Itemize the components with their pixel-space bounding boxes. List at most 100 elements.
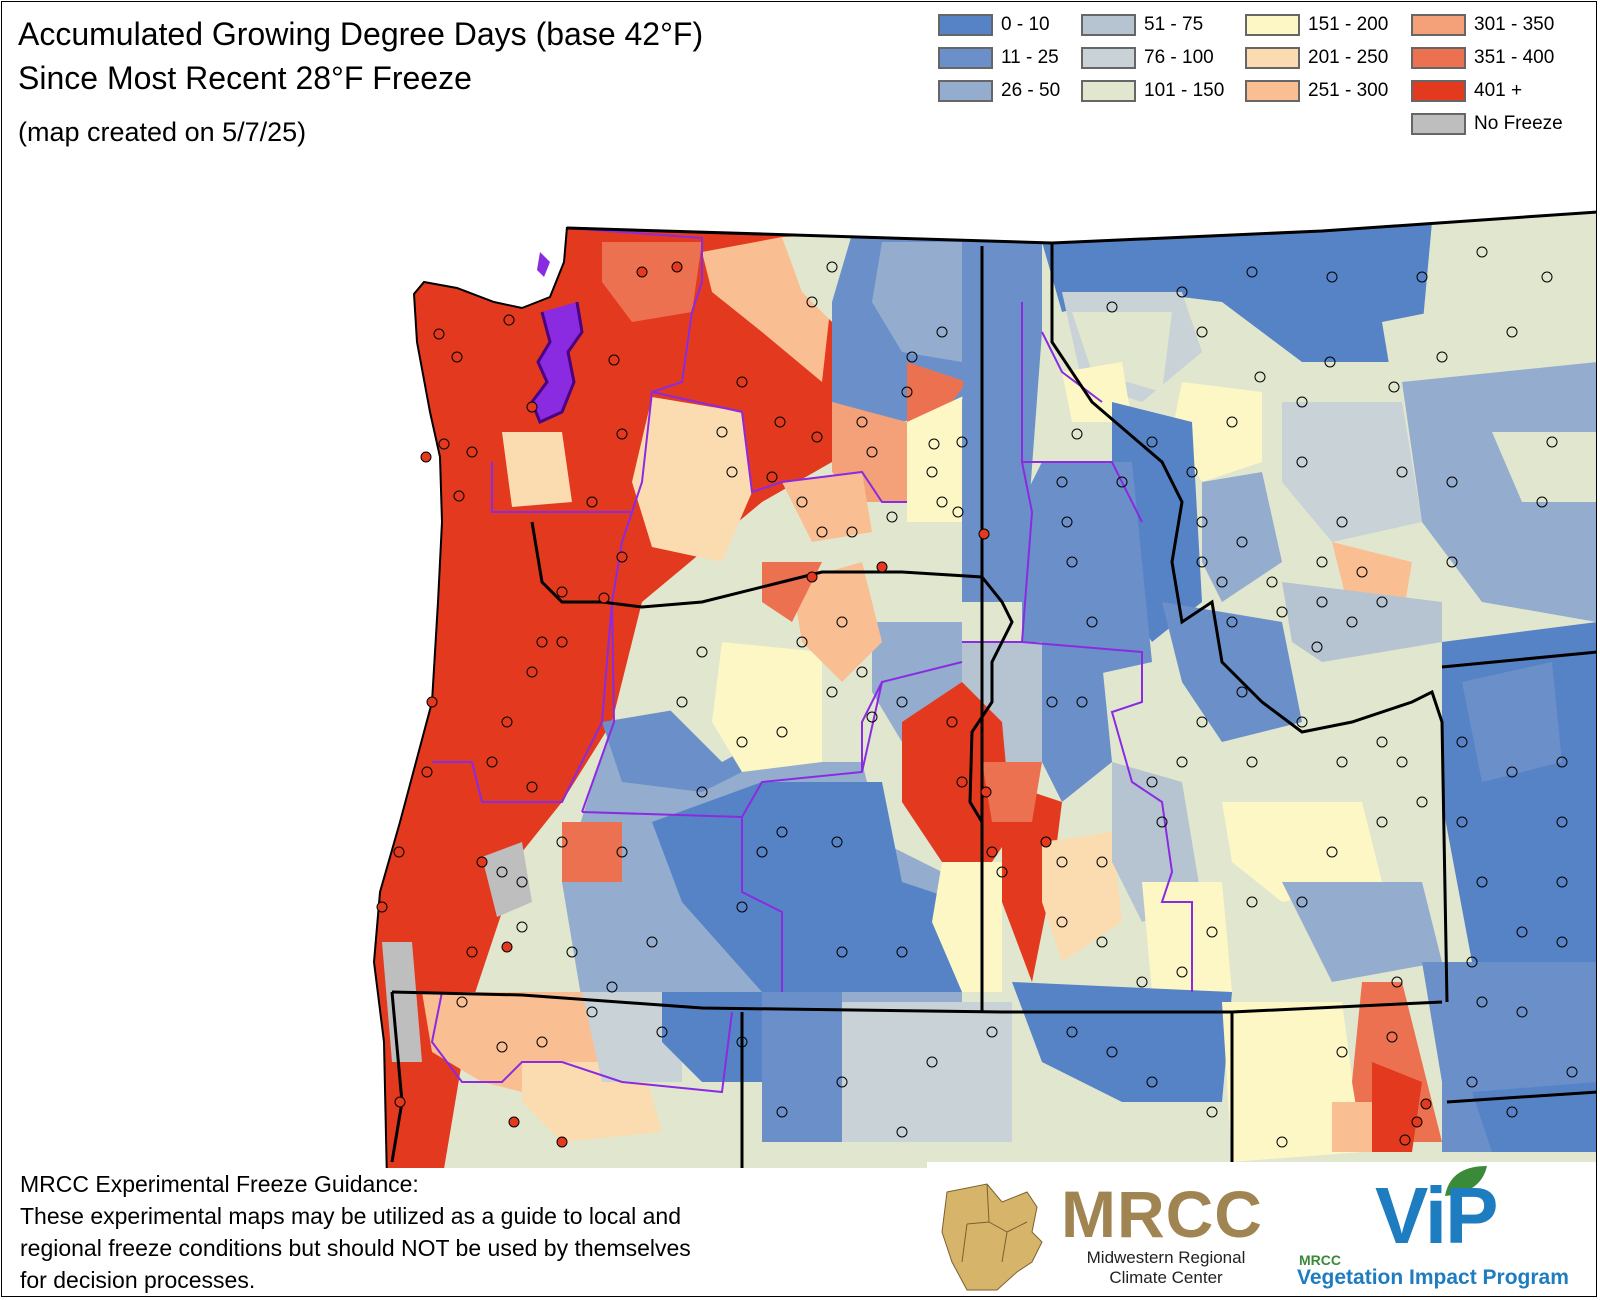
puget-sound xyxy=(530,301,584,425)
station-marker xyxy=(420,451,432,463)
station-marker xyxy=(1246,266,1258,278)
station-marker xyxy=(986,846,998,858)
station-marker xyxy=(811,431,823,443)
station-marker xyxy=(774,416,786,428)
station-marker xyxy=(1096,936,1108,948)
station-marker xyxy=(1146,436,1158,448)
station-marker xyxy=(1556,756,1568,768)
station-marker xyxy=(1420,1098,1432,1110)
coastline xyxy=(372,226,584,1183)
station-marker xyxy=(1206,1106,1218,1118)
gdd-zone-151-se-idaho xyxy=(1142,882,1232,992)
station-marker xyxy=(616,846,628,858)
legend-item: 301 - 350 xyxy=(1411,12,1554,38)
legend-label: 11 - 25 xyxy=(1001,47,1059,68)
station-marker xyxy=(836,616,848,628)
gdd-zone-no-freeze-sw-or xyxy=(482,842,532,917)
station-marker xyxy=(1176,966,1188,978)
legend-label: 201 - 250 xyxy=(1308,47,1389,68)
station-marker xyxy=(466,946,478,958)
legend-item: 0 - 10 xyxy=(938,12,1050,38)
legend-label: 401 + xyxy=(1474,80,1523,101)
station-marker xyxy=(1506,326,1518,338)
map-created-date: (map created on 5/7/25) xyxy=(18,117,307,147)
legend-item: 401 + xyxy=(1411,78,1522,104)
station-marker xyxy=(1336,516,1348,528)
legend-label: 251 - 300 xyxy=(1308,80,1389,101)
station-marker xyxy=(1196,556,1208,568)
legend-swatch xyxy=(1411,113,1466,135)
gdd-zone-151-palouse xyxy=(907,392,972,522)
gdd-zone-26-ne-wa xyxy=(872,242,962,362)
gdd-zone-201-s-idaho xyxy=(1042,832,1122,962)
station-marker xyxy=(856,666,868,678)
station-marker xyxy=(776,726,788,738)
station-marker xyxy=(1396,466,1408,478)
legend-label: 351 - 400 xyxy=(1474,47,1555,68)
legend-swatch xyxy=(1245,80,1300,102)
station-marker xyxy=(1146,1076,1158,1088)
gdd-zone-251-utah xyxy=(1332,1102,1372,1152)
gdd-zone-351-sw-or xyxy=(562,822,622,882)
station-marker xyxy=(936,496,948,508)
gdd-zone-76-n-nv xyxy=(842,1002,1012,1142)
station-marker xyxy=(1326,271,1338,283)
vip-mrcc-small: MRCC xyxy=(1299,1252,1341,1268)
station-marker xyxy=(1399,1134,1411,1146)
station-marker xyxy=(1056,856,1068,868)
station-marker xyxy=(986,1026,998,1038)
map-title-line-2: Since Most Recent 28°F Freeze xyxy=(18,60,472,96)
station-marker xyxy=(1336,756,1348,768)
legend-swatch xyxy=(1081,14,1136,36)
station-marker xyxy=(806,296,818,308)
legend-item: No Freeze xyxy=(1411,111,1563,137)
station-marker xyxy=(1040,836,1052,848)
station-marker xyxy=(1324,356,1336,368)
station-marker xyxy=(1476,876,1488,888)
station-marker xyxy=(1196,516,1208,528)
gdd-zone-151-e-idaho xyxy=(1222,802,1382,902)
disclaimer-heading: MRCC Experimental Freeze Guidance: xyxy=(20,1171,419,1197)
station-marker xyxy=(1396,756,1408,768)
station-marker xyxy=(876,561,888,573)
station-marker xyxy=(896,696,908,708)
station-marker xyxy=(1296,716,1308,728)
station-marker xyxy=(1411,1116,1423,1128)
station-marker xyxy=(1226,416,1238,428)
station-marker xyxy=(1066,556,1078,568)
station-marker xyxy=(671,261,683,273)
station-marker xyxy=(1476,996,1488,1008)
station-marker xyxy=(726,466,738,478)
disclaimer-line: These experimental maps may be utilized … xyxy=(20,1203,681,1229)
station-marker xyxy=(846,526,858,538)
legend-item: 76 - 100 xyxy=(1081,45,1214,71)
station-marker xyxy=(421,766,433,778)
station-marker xyxy=(996,866,1008,878)
station-marker xyxy=(1116,476,1128,488)
disclaimer-line: for decision processes. xyxy=(20,1267,256,1293)
midwest-states-icon xyxy=(941,1183,1043,1291)
legend-swatch xyxy=(938,14,993,36)
station-marker xyxy=(526,781,538,793)
station-marker xyxy=(433,328,445,340)
station-marker xyxy=(736,1036,748,1048)
station-marker xyxy=(1206,926,1218,938)
gdd-zone-251-tri xyxy=(782,472,872,542)
gdd-zone-201-c-wa xyxy=(632,397,752,562)
station-marker xyxy=(1061,516,1073,528)
station-marker xyxy=(936,326,948,338)
legend-label: 0 - 10 xyxy=(1001,14,1050,35)
station-marker xyxy=(526,401,538,413)
vip-program-name: Vegetation Impact Program xyxy=(1297,1266,1569,1289)
station-marker xyxy=(496,866,508,878)
legend-swatch xyxy=(1081,80,1136,102)
station-marker xyxy=(696,786,708,798)
station-marker xyxy=(1446,556,1458,568)
gdd-zone-101-e-mt xyxy=(1492,432,1596,502)
legend-item: 151 - 200 xyxy=(1245,12,1388,38)
station-marker xyxy=(476,856,488,868)
gdd-zone-11-c-idaho xyxy=(1022,462,1152,682)
station-marker xyxy=(453,490,465,502)
station-marker xyxy=(394,1096,406,1108)
station-marker xyxy=(616,551,628,563)
